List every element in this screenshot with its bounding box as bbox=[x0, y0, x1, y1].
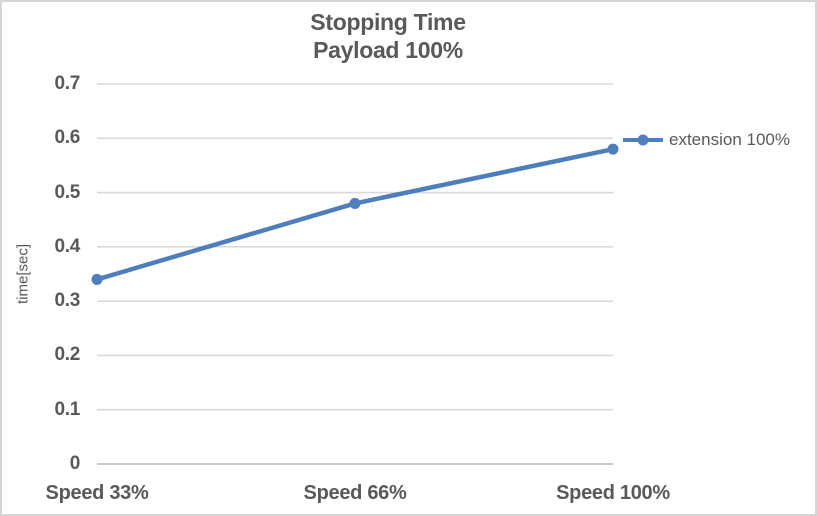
legend-label: extension 100% bbox=[669, 130, 790, 149]
legend-line-marker-icon bbox=[623, 134, 663, 146]
series-line bbox=[94, 146, 616, 282]
x-category-label: Speed 66% bbox=[303, 482, 407, 504]
y-tick-label: 0.5 bbox=[54, 181, 80, 203]
chart-title-line2: Payload 100% bbox=[313, 37, 463, 63]
chart-title: Stopping Time Payload 100% bbox=[2, 8, 774, 64]
y-tick-label: 0 bbox=[69, 453, 81, 474]
y-tick-label: 0.2 bbox=[54, 344, 80, 366]
y-tick-label: 0.6 bbox=[54, 127, 80, 149]
legend: extension 100% bbox=[622, 130, 790, 150]
x-category-label: Speed 33% bbox=[45, 482, 149, 504]
y-tick-label: 0.3 bbox=[54, 290, 80, 312]
data-point-marker bbox=[607, 143, 619, 155]
x-category-label: Speed 100% bbox=[556, 482, 670, 504]
data-point-marker bbox=[91, 273, 103, 285]
y-tick-label: 0.4 bbox=[54, 235, 80, 257]
y-tick-label: 0.7 bbox=[54, 73, 80, 94]
data-point-marker bbox=[349, 197, 361, 209]
y-tick-label: 0.1 bbox=[54, 398, 80, 420]
chart-title-line1: Stopping Time bbox=[310, 9, 466, 35]
